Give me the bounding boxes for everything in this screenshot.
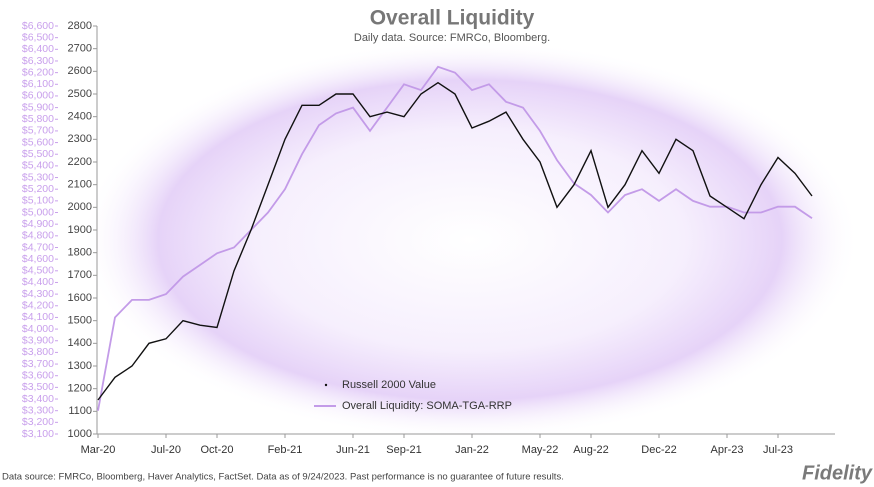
x-tick-label: May-22 xyxy=(522,444,559,456)
y-tick-label: $5,200 xyxy=(22,183,54,195)
y-tick-label: $5,100 xyxy=(22,195,54,207)
y-tick-label: $4,700 xyxy=(22,241,54,253)
x-tick-label: Dec-22 xyxy=(641,444,676,456)
y-tick-label: $4,100 xyxy=(22,311,54,323)
y-tick-label: $4,200 xyxy=(22,300,54,312)
y-tick-label: $4,800 xyxy=(22,230,54,242)
y2-tick-label: 1300 xyxy=(68,360,92,372)
x-tick-label: Jan-22 xyxy=(455,444,489,456)
y-tick-label: $4,600 xyxy=(22,253,54,265)
y-tick-label: $6,600 xyxy=(22,20,54,32)
y-tick-label: $3,600 xyxy=(22,369,54,381)
y-tick-label: $5,700 xyxy=(22,125,54,137)
y-tick-label: $4,000 xyxy=(22,323,54,335)
y2-tick-label: 2600 xyxy=(68,65,92,77)
y2-tick-label: 2500 xyxy=(68,88,92,100)
y-tick-label: $3,700 xyxy=(22,358,54,370)
y-tick-label: $5,400 xyxy=(22,160,54,172)
y-tick-label: $3,200 xyxy=(22,416,54,428)
y-tick-label: $3,400 xyxy=(22,393,54,405)
x-tick-label: Jul-20 xyxy=(151,444,181,456)
y-tick-label: $6,100 xyxy=(22,78,54,90)
y2-tick-label: 1000 xyxy=(68,428,92,440)
y2-tick-label: 1200 xyxy=(68,383,92,395)
x-tick-label: Sep-21 xyxy=(386,444,421,456)
legend-marker xyxy=(324,383,328,387)
logo: Fidelity xyxy=(802,462,873,484)
y-tick-label: $5,000 xyxy=(22,206,54,218)
y-tick-label: $6,400 xyxy=(22,43,54,55)
x-tick-label: Aug-22 xyxy=(573,444,608,456)
y2-tick-label: 1100 xyxy=(68,405,92,417)
y-tick-label: $6,000 xyxy=(22,90,54,102)
y-tick-label: $4,400 xyxy=(22,276,54,288)
y-tick-label: $4,900 xyxy=(22,218,54,230)
y-tick-label: $5,600 xyxy=(22,136,54,148)
x-tick-label: Jul-23 xyxy=(763,444,793,456)
y-tick-label: $5,300 xyxy=(22,171,54,183)
chart-title: Overall Liquidity xyxy=(370,7,535,30)
y2-tick-label: 1900 xyxy=(68,224,92,236)
y2-tick-label: 1400 xyxy=(68,337,92,349)
legend-label: Overall Liquidity: SOMA-TGA-RRP xyxy=(342,400,512,412)
y2-tick-label: 1500 xyxy=(68,315,92,327)
x-tick-label: Apr-23 xyxy=(710,444,743,456)
series-line xyxy=(97,81,813,401)
y-tick-label: $4,500 xyxy=(22,265,54,277)
series-line xyxy=(97,65,813,411)
y-tick-label: $5,900 xyxy=(22,101,54,113)
y2-tick-label: 1600 xyxy=(68,292,92,304)
y2-tick-label: 2400 xyxy=(68,111,92,123)
y2-tick-label: 2100 xyxy=(68,179,92,191)
background-glow xyxy=(80,40,860,440)
y2-tick-label: 2700 xyxy=(68,43,92,55)
x-tick-label: Feb-21 xyxy=(268,444,303,456)
y2-tick-label: 2200 xyxy=(68,156,92,168)
y-tick-label: $3,300 xyxy=(22,404,54,416)
x-tick-label: Jun-21 xyxy=(336,444,370,456)
footnote: Data source: FMRCo, Bloomberg, Haver Ana… xyxy=(2,472,564,483)
y-tick-label: $6,200 xyxy=(22,66,54,78)
y-tick-label: $3,500 xyxy=(22,381,54,393)
y2-tick-label: 1800 xyxy=(68,247,92,259)
y-tick-label: $3,800 xyxy=(22,346,54,358)
y-tick-label: $5,800 xyxy=(22,113,54,125)
y-tick-label: $5,500 xyxy=(22,148,54,160)
chart-subtitle: Daily data. Source: FMRCo, Bloomberg. xyxy=(354,32,550,44)
y2-tick-label: 2800 xyxy=(68,20,92,32)
y-tick-label: $3,100 xyxy=(22,428,54,440)
x-tick-label: Oct-20 xyxy=(200,444,233,456)
y-tick-label: $6,500 xyxy=(22,31,54,43)
y2-tick-label: 2300 xyxy=(68,133,92,145)
y-tick-label: $6,300 xyxy=(22,55,54,67)
y2-tick-label: 1700 xyxy=(68,269,92,281)
x-tick-label: Mar-20 xyxy=(81,444,116,456)
y-tick-label: $4,300 xyxy=(22,288,54,300)
y2-tick-label: 2000 xyxy=(68,201,92,213)
legend-label: Russell 2000 Value xyxy=(342,379,436,391)
y-tick-label: $3,900 xyxy=(22,335,54,347)
